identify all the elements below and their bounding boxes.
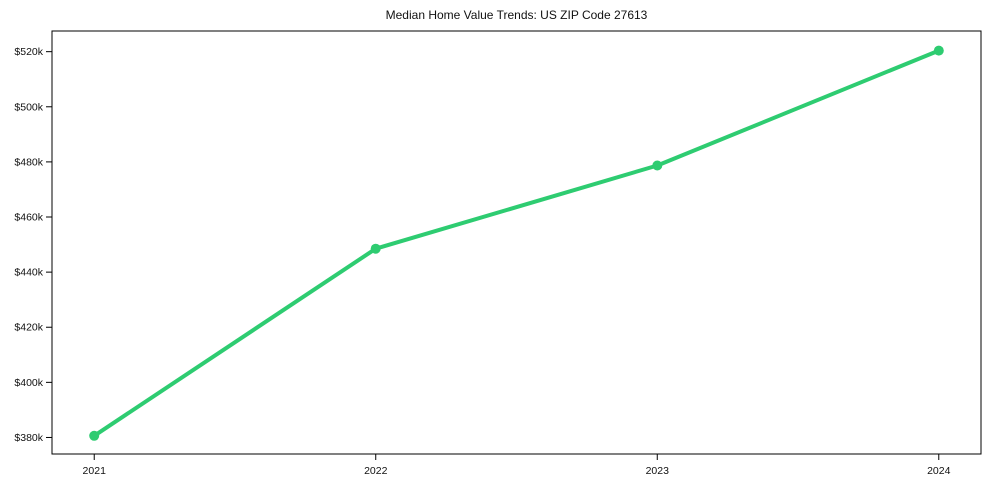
x-axis-tick-label: 2024 xyxy=(927,465,951,477)
y-axis-tick-label: $420k xyxy=(14,322,43,334)
chart-title: Median Home Value Trends: US ZIP Code 27… xyxy=(385,8,648,22)
trend-line xyxy=(92,48,941,438)
y-axis-tick-label: $400k xyxy=(14,377,43,389)
data-point-2021 xyxy=(89,430,100,441)
data-point-2023 xyxy=(652,160,663,171)
x-axis-tick-label: 2022 xyxy=(364,465,388,477)
data-point-2022 xyxy=(370,243,381,254)
y-axis-tick-label: $480k xyxy=(14,156,43,168)
data-point-2024 xyxy=(933,45,944,56)
y-axis-tick-label: $380k xyxy=(14,432,43,444)
y-axis-tick-label: $500k xyxy=(14,101,43,113)
y-axis-tick-label: $520k xyxy=(14,46,43,58)
y-axis-tick-label: $460k xyxy=(14,212,43,224)
x-axis-tick-label: 2021 xyxy=(83,465,107,477)
plot-border xyxy=(51,30,982,455)
x-axis-tick-label: 2023 xyxy=(646,465,670,477)
y-axis-tick-label: $440k xyxy=(14,267,43,279)
